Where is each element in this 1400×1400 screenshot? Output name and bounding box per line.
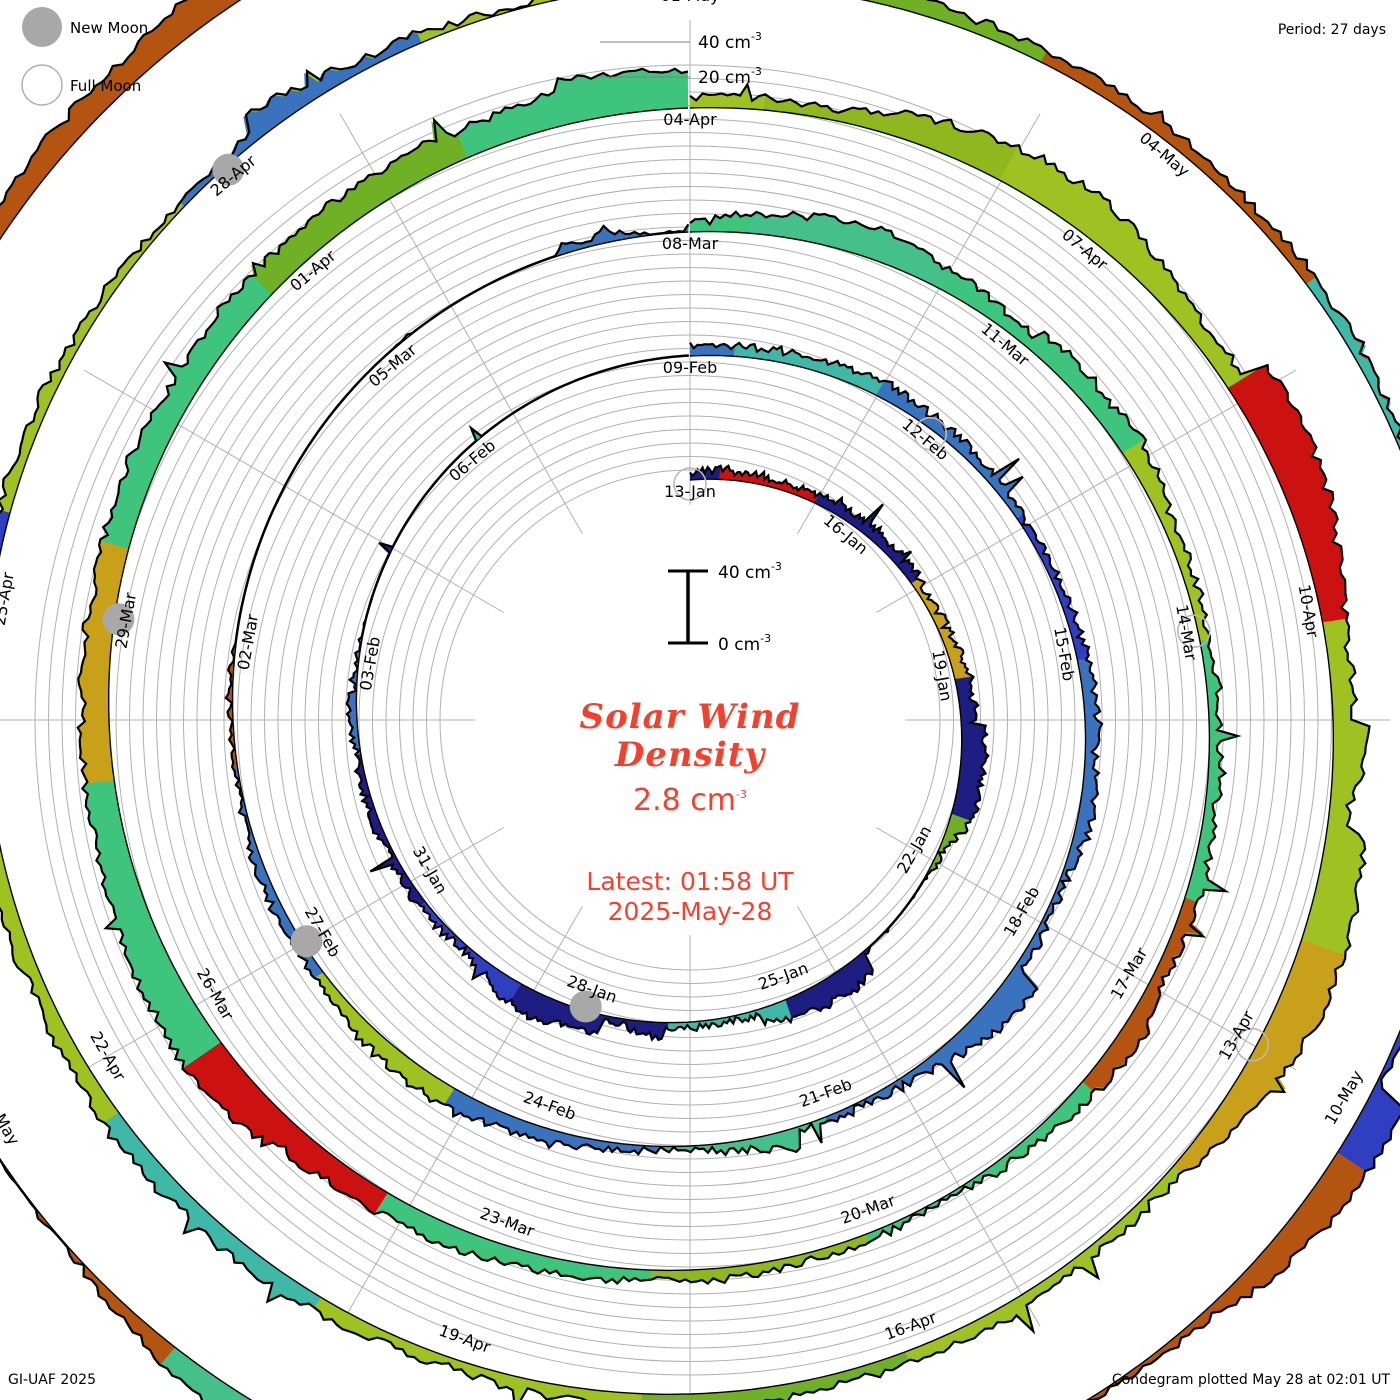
spiral-date-label: 05-Mar [365, 340, 421, 391]
spiral-arm-segment [719, 465, 820, 503]
spiral-arm-segment [77, 540, 129, 784]
spiral-arm-segment [911, 579, 974, 680]
spiral-date-label: 13-Jan [664, 482, 716, 501]
spiral-arm-segment [1016, 514, 1089, 661]
spiral-arm-segment [160, 1347, 252, 1400]
center-scale-top-label: 40 cm-3 [718, 560, 782, 583]
spiral-date-label: 09-Feb [663, 358, 717, 377]
full-moon-marker [1177, 614, 1211, 649]
spiral-arm-segment [1337, 1030, 1400, 1171]
new-moon-marker [569, 990, 602, 1023]
spiral-arm-segment [991, 855, 1079, 1017]
spiral-arm-segment [650, 1234, 869, 1284]
latest-date: 2025-May-28 [608, 897, 773, 926]
spiral-arm-segment [0, 510, 10, 555]
center-scale-bar: 40 cm-3 0 cm-3 [668, 560, 782, 655]
spiral-arm-segment [182, 1042, 388, 1214]
spiral-arm-segment [251, 121, 468, 295]
spiral-date-label: 08-Mar [662, 234, 719, 253]
scale-40-label: 40 cm-3 [698, 30, 762, 53]
moon-markers [102, 153, 1270, 1062]
spiral-arm-segment [180, 32, 422, 207]
current-value: 2.8 cm-3 [633, 783, 747, 818]
moon-legend: New Moon Full Moon [21, 7, 148, 106]
spiral-date-label: 19-Apr [436, 1321, 493, 1357]
arm-baseline [231, 231, 1087, 1148]
spiral-arm-segment [1173, 939, 1347, 1172]
full-moon-label: Full Moon [70, 77, 141, 95]
density-trace [0, 0, 1371, 1400]
spiral-date-label: 16-Apr [882, 1308, 939, 1344]
spiral-arm-segment [748, 211, 950, 288]
plot-timestamp-credit: Condegram plotted May 28 at 02:01 UT [1111, 1372, 1390, 1388]
spiral-date-label: 25-Jan [756, 958, 811, 994]
spiral-date-label: 04-Apr [663, 110, 717, 129]
full-moon-marker [673, 467, 707, 501]
new-moon-marker [290, 925, 323, 958]
full-moon-marker [1235, 1027, 1270, 1062]
new-moon-label: New Moon [70, 19, 148, 37]
spiral-date-label: 20-Mar [838, 1191, 898, 1228]
institution-credit: GI-UAF 2025 [8, 1372, 96, 1388]
new-moon-marker [102, 603, 135, 636]
spiral-arm-segment [419, 901, 522, 1003]
spiral-arm-segment [1122, 438, 1210, 642]
outer-radial-scale: 40 cm-3 20 cm-3 [600, 30, 762, 88]
new-moon-icon [22, 7, 62, 47]
spiral-arm-segment [104, 1112, 321, 1308]
chart-title-line1: Solar Wind [580, 697, 801, 737]
density-trace [76, 67, 1242, 1286]
new-moon-marker [212, 153, 245, 186]
spiral-arm-segment [1227, 363, 1348, 623]
spiral-arm-segment [641, 1351, 909, 1400]
full-moon-icon [21, 64, 63, 106]
scale-20-label: 20 cm-3 [698, 65, 762, 88]
center-title-block: Solar Wind Density 2.8 cm-3 Latest: 01:5… [580, 697, 801, 926]
latest-time: Latest: 01:58 UT [586, 867, 794, 896]
spiral-date-label: 01-May [660, 0, 719, 5]
arm-baseline [355, 355, 963, 1024]
spiral-date-label: 19-May [0, 1088, 23, 1149]
density-trace [345, 354, 990, 1042]
full-moon-marker [913, 416, 948, 451]
spiral-date-label: 25-Apr [0, 571, 18, 627]
period-label: Period: 27 days [1277, 22, 1386, 38]
chart-title-line2: Density [614, 735, 767, 775]
center-scale-bottom-label: 0 cm-3 [718, 632, 771, 655]
spiral-arm-segment [863, 0, 1047, 63]
arm-baseline [0, 0, 1334, 1395]
arm-baseline [108, 107, 1211, 1272]
spiral-arm-segment [1306, 276, 1400, 450]
